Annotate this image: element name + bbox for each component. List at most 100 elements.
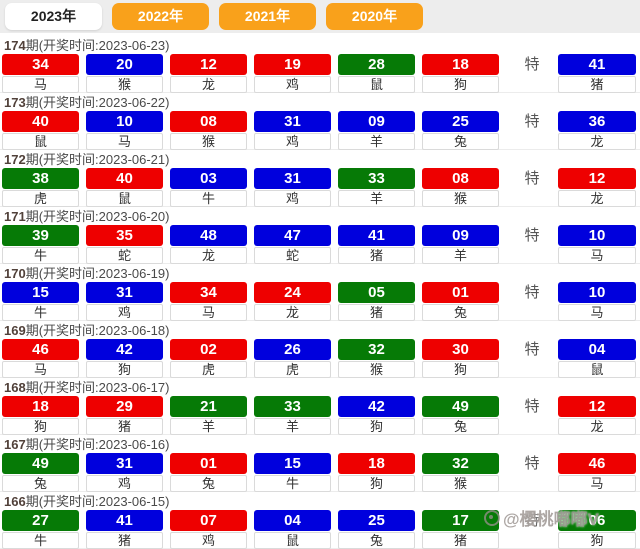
ball: 25 (422, 111, 499, 132)
zodiac-label: 牛 (2, 532, 79, 549)
zodiac-label: 狗 (338, 475, 415, 492)
zodiac-label: 鸡 (254, 190, 331, 207)
tab-year-2023[interactable]: 2023年 (5, 3, 102, 30)
ball: 15 (2, 282, 79, 303)
special-number-cell: 46 马 (558, 453, 636, 492)
ball: 29 (86, 396, 163, 417)
number-cell: 34 马 (170, 282, 247, 321)
zodiac-label: 鼠 (86, 190, 163, 207)
zodiac-label: 狗 (422, 76, 499, 93)
ball: 17 (422, 510, 499, 531)
number-cell: 26 虎 (254, 339, 331, 378)
ball: 41 (86, 510, 163, 531)
number-cell: 33 羊 (254, 396, 331, 435)
ball: 02 (170, 339, 247, 360)
number-cell: 04 鼠 (254, 510, 331, 549)
ball: 25 (338, 510, 415, 531)
number-cell: 12 龙 (170, 54, 247, 93)
zodiac-label: 鼠 (2, 133, 79, 150)
number-cell: 25 兔 (422, 111, 499, 150)
special-ball: 06 (558, 510, 636, 531)
ball: 41 (338, 225, 415, 246)
number-cell: 49 兔 (2, 453, 79, 492)
number-cell: 10 马 (86, 111, 163, 150)
number-cell: 15 牛 (2, 282, 79, 321)
te-label: 特 (524, 512, 540, 529)
tab-year-2022[interactable]: 2022年 (112, 3, 209, 30)
ball: 35 (86, 225, 163, 246)
row-header: 167期(开奖时间:2023-06-16) (2, 435, 638, 453)
row-header: 170期(开奖时间:2023-06-19) (2, 264, 638, 282)
zodiac-label: 羊 (170, 418, 247, 435)
ball: 18 (2, 396, 79, 417)
special-ball: 36 (558, 111, 636, 132)
tab-year-2020[interactable]: 2020年 (326, 3, 423, 30)
zodiac-label: 鸡 (254, 76, 331, 93)
special-zodiac-label: 马 (558, 475, 636, 492)
draw-time: 期(开奖时间:2023-06-20) (25, 209, 170, 224)
zodiac-label: 虎 (254, 361, 331, 378)
draw-time: 期(开奖时间:2023-06-22) (25, 95, 170, 110)
number-cell: 40 鼠 (86, 168, 163, 207)
period-label: 171 (4, 209, 26, 224)
balls-row: 27 牛 41 猪 07 鸡 04 鼠 25 兔 17 猪 特 06 狗 (2, 510, 638, 549)
draw-result-row: 170期(开奖时间:2023-06-19) 15 牛 31 鸡 34 马 24 … (0, 264, 640, 321)
zodiac-label: 龙 (254, 304, 331, 321)
ball: 03 (170, 168, 247, 189)
number-cell: 34 马 (2, 54, 79, 93)
special-number-cell: 06 狗 (558, 510, 636, 549)
zodiac-label: 龙 (170, 76, 247, 93)
zodiac-label: 兔 (170, 475, 247, 492)
draw-result-row: 166期(开奖时间:2023-06-15) 27 牛 41 猪 07 鸡 04 … (0, 492, 640, 549)
zodiac-label: 鸡 (86, 304, 163, 321)
number-cell: 02 虎 (170, 339, 247, 378)
special-zodiac-label: 马 (558, 304, 636, 321)
number-cell: 08 猴 (422, 168, 499, 207)
zodiac-label: 羊 (338, 133, 415, 150)
te-label: 特 (524, 56, 540, 73)
zodiac-label: 马 (2, 76, 79, 93)
draw-result-row: 172期(开奖时间:2023-06-21) 38 虎 40 鼠 03 牛 31 … (0, 150, 640, 207)
zodiac-label: 龙 (170, 247, 247, 264)
number-cell: 09 羊 (338, 111, 415, 150)
zodiac-label: 猴 (86, 76, 163, 93)
ball: 04 (254, 510, 331, 531)
zodiac-label: 狗 (86, 361, 163, 378)
number-cell: 18 狗 (2, 396, 79, 435)
special-zodiac-label: 龙 (558, 418, 636, 435)
number-cell: 28 鼠 (338, 54, 415, 93)
number-cell: 30 狗 (422, 339, 499, 378)
zodiac-label: 兔 (422, 418, 499, 435)
ball: 01 (170, 453, 247, 474)
number-cell: 31 鸡 (254, 168, 331, 207)
ball: 31 (86, 453, 163, 474)
draw-time: 期(开奖时间:2023-06-23) (25, 38, 170, 53)
ball: 28 (338, 54, 415, 75)
number-cell: 18 狗 (422, 54, 499, 93)
ball: 31 (86, 282, 163, 303)
ball: 26 (254, 339, 331, 360)
row-header: 166期(开奖时间:2023-06-15) (2, 492, 638, 510)
draw-time: 期(开奖时间:2023-06-17) (25, 380, 170, 395)
te-label: 特 (524, 398, 540, 415)
ball: 34 (2, 54, 79, 75)
ball: 46 (2, 339, 79, 360)
draw-result-row: 173期(开奖时间:2023-06-22) 40 鼠 10 马 08 猴 31 … (0, 93, 640, 150)
draw-result-row: 169期(开奖时间:2023-06-18) 46 马 42 狗 02 虎 26 … (0, 321, 640, 378)
zodiac-label: 牛 (170, 190, 247, 207)
ball: 49 (422, 396, 499, 417)
period-label: 173 (4, 95, 26, 110)
number-cell: 49 兔 (422, 396, 499, 435)
special-number-cell: 41 猪 (558, 54, 636, 93)
balls-row: 18 狗 29 猪 21 羊 33 羊 42 狗 49 兔 特 12 龙 (2, 396, 638, 435)
tab-year-2021[interactable]: 2021年 (219, 3, 316, 30)
special-zodiac-label: 鼠 (558, 361, 636, 378)
number-cell: 32 猴 (338, 339, 415, 378)
row-header: 168期(开奖时间:2023-06-17) (2, 378, 638, 396)
number-cell: 17 猪 (422, 510, 499, 549)
ball: 09 (422, 225, 499, 246)
draw-result-row: 167期(开奖时间:2023-06-16) 49 兔 31 鸡 01 兔 15 … (0, 435, 640, 492)
number-cell: 20 猴 (86, 54, 163, 93)
te-label: 特 (524, 284, 540, 301)
number-cell: 35 蛇 (86, 225, 163, 264)
